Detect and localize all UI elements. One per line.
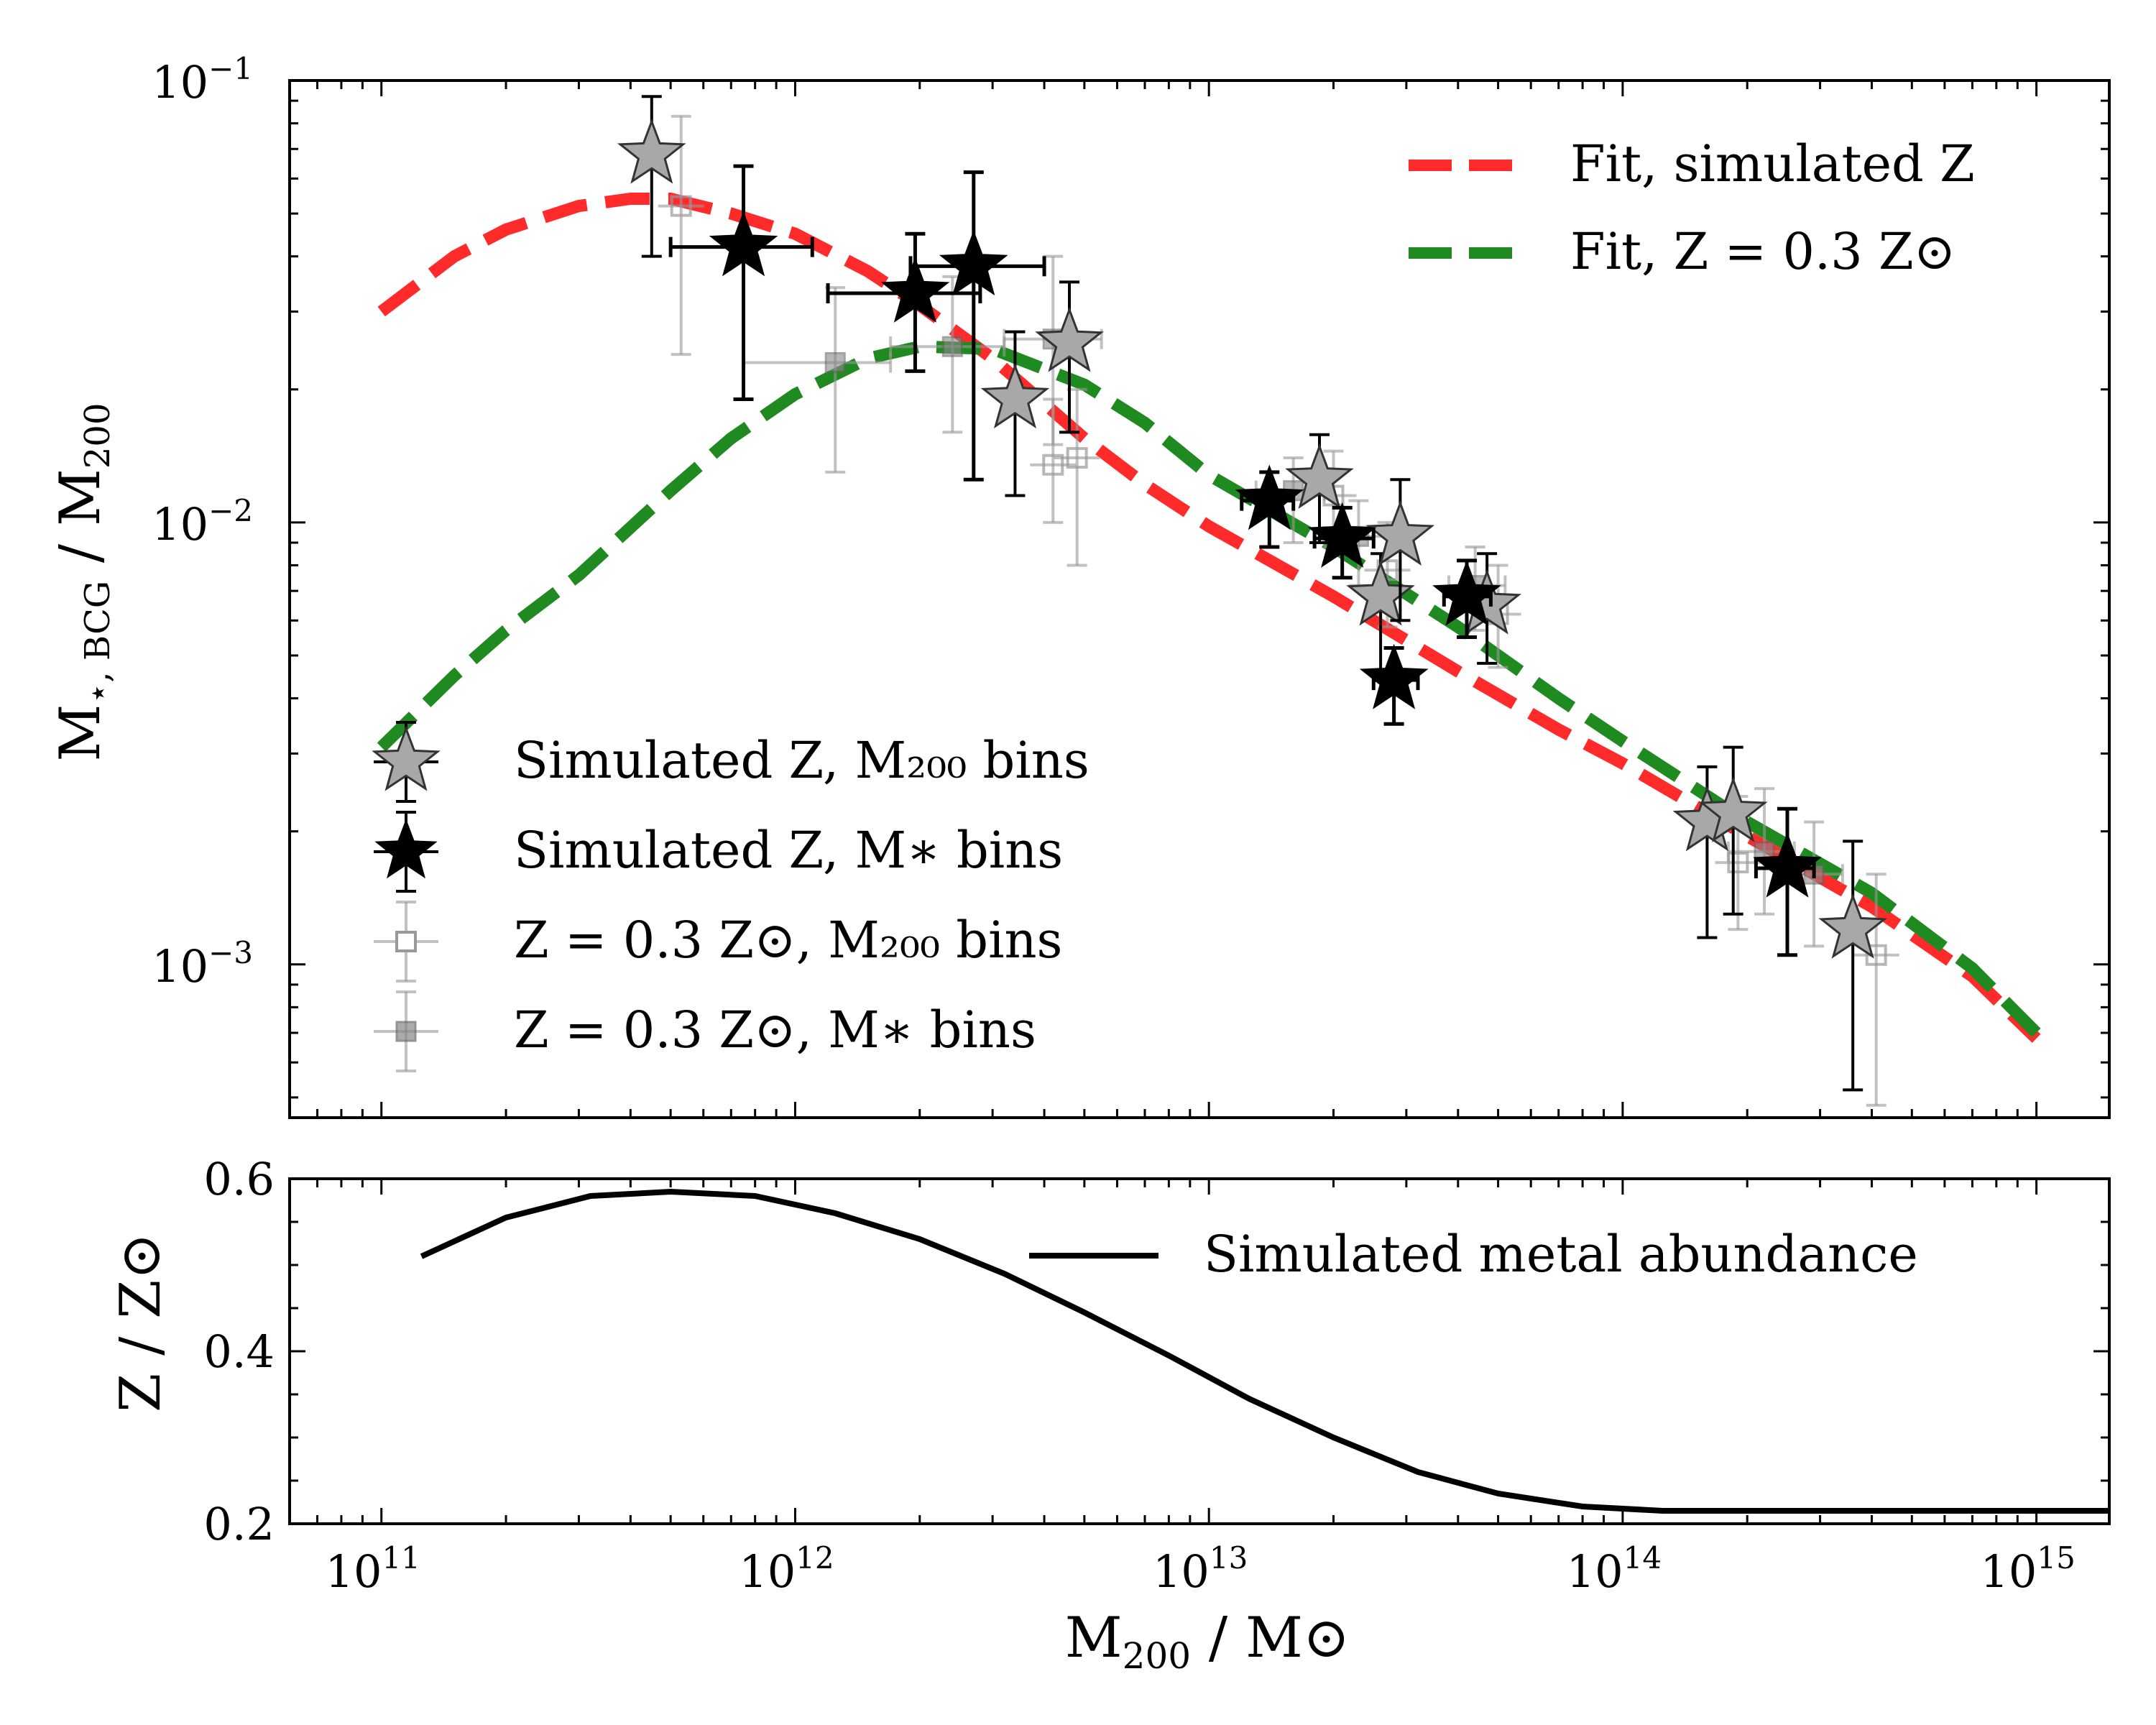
open-square-point (1042, 454, 1064, 476)
black-star-point (1359, 643, 1429, 709)
open-square-point (1066, 447, 1088, 469)
grey-star-point (1698, 776, 1768, 842)
legend-marker-black-star (374, 811, 438, 893)
bottom-x-tick-labels: 1011 1012 1013 1014 1015 (326, 1540, 2076, 1598)
legend-square (395, 931, 417, 952)
points-legend: Simulated Z, M₂₀₀ bins Simulated Z, M∗ b… (372, 721, 1089, 1072)
legend-marker-grey-star (372, 721, 441, 803)
grey-star-point (1346, 560, 1415, 626)
legend-star (374, 819, 438, 879)
metal-abundance-line (420, 1188, 2109, 1514)
bottom-axis-ticks (288, 1177, 2109, 1525)
legend-label-sim-mstar: Simulated Z, M∗ bins (514, 821, 1063, 880)
bottom-metal-curve (420, 1188, 2109, 1514)
legend-marker-open-square (374, 901, 438, 983)
black-star-point (1753, 832, 1822, 898)
bottom-y-tick-labels: 0.2 0.4 0.6 (203, 1153, 275, 1550)
bottom-x-tick-label: 1013 (1153, 1540, 1248, 1598)
legend-square (395, 1021, 417, 1042)
grey-star-point (1285, 443, 1354, 509)
bottom-y-axis-label: Z / Z⊙ (109, 1233, 173, 1412)
black-star-point (1432, 560, 1501, 626)
bottom-plot-frame (288, 1177, 2111, 1525)
filled-square-point (941, 336, 963, 357)
open-square-point (670, 195, 692, 217)
bottom-panel: 0.2 0.4 0.6 1011 1012 1013 1014 1015 Z / Z⊙ M2… (109, 1153, 2111, 1677)
grey-star-point (1035, 306, 1104, 372)
black-star-point (1235, 464, 1304, 530)
metal-legend: Simulated metal abundance (1029, 1225, 1918, 1284)
black-star-point (939, 230, 1008, 296)
x-axis-label: M200 / M⊙ (1065, 1606, 1350, 1677)
top-y-tick-labels: 10−1 10−2 10−3 (152, 51, 253, 993)
bottom-x-tick-label: 1012 (739, 1540, 834, 1598)
open-square-point (1865, 944, 1887, 966)
legend-label-z03-m200: Z = 0.3 Z⊙, M₂₀₀ bins (514, 911, 1062, 970)
bottom-y-tick-label: 0.4 (203, 1325, 275, 1378)
black-star-point (1307, 502, 1377, 568)
legend-label-fit-simulated-z: Fit, simulated Z (1570, 134, 1975, 193)
top-panel: 10−1 10−2 10−3 M⋆, BCG / M200 Fit, simulat… (48, 51, 2111, 1119)
legend-marker-filled-square (374, 990, 438, 1072)
legend-star (372, 725, 441, 791)
top-y-axis-label: M⋆, BCG / M200 (48, 402, 118, 761)
top-plot-frame (288, 79, 2111, 1119)
bottom-y-tick-label: 0.2 (203, 1498, 275, 1550)
bottom-x-tick-label: 1011 (326, 1540, 420, 1598)
black-star-point (709, 211, 778, 277)
top-data-points (617, 95, 1899, 1107)
legend-label-fit-z03: Fit, Z = 0.3 Z⊙ (1570, 222, 1955, 281)
bottom-x-tick-label: 1015 (1980, 1540, 2075, 1598)
bottom-y-tick-label: 0.6 (203, 1153, 275, 1205)
legend-label-metal: Simulated metal abundance (1204, 1225, 1918, 1284)
fit-legend: Fit, simulated Z Fit, Z = 0.3 Z⊙ (1409, 134, 1975, 281)
legend-label-sim-m200: Simulated Z, M₂₀₀ bins (514, 731, 1089, 790)
grey-star-point (1818, 893, 1887, 959)
top-y-tick-label: 10−2 (152, 493, 253, 551)
open-square-point (1727, 852, 1749, 874)
top-y-tick-label: 10−1 (152, 51, 253, 109)
grey-star-point (617, 118, 686, 184)
legend-label-z03-mstar: Z = 0.3 Z⊙, M∗ bins (514, 1000, 1036, 1059)
top-y-tick-label: 10−3 (152, 935, 253, 993)
filled-square-point (824, 351, 846, 373)
black-star-point (880, 257, 950, 323)
grey-star-point (1365, 500, 1435, 566)
grey-star-point (980, 363, 1050, 429)
bottom-x-tick-label: 1014 (1567, 1540, 1662, 1598)
